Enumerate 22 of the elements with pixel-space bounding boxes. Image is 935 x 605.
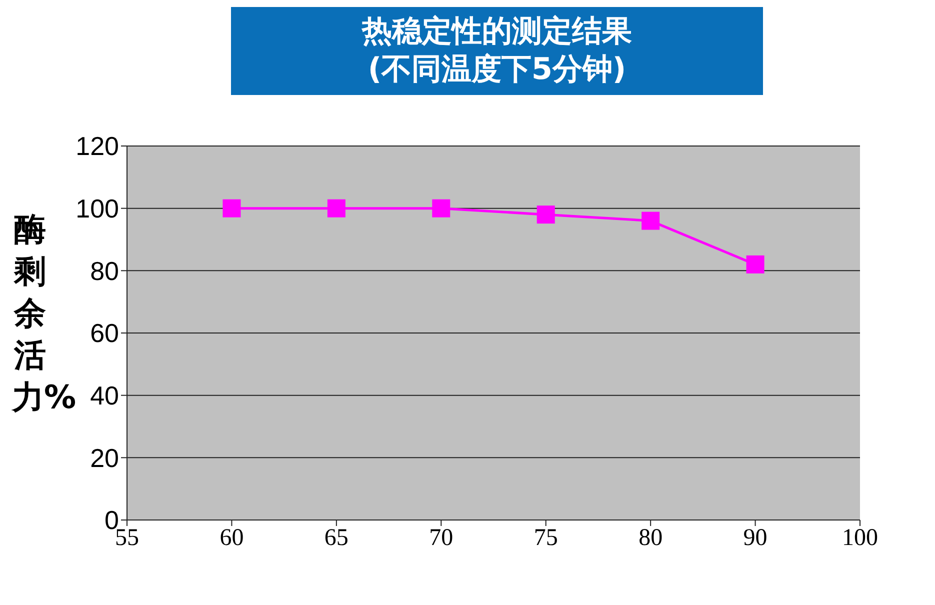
x-tick-label: 65 — [324, 525, 348, 552]
y-tick-label: 60 — [90, 318, 119, 348]
y-tick-label: 120 — [76, 131, 119, 162]
point — [222, 199, 241, 218]
y-tick-label: 80 — [90, 256, 119, 286]
chart-title: 热稳定性的测定结果 — [360, 13, 633, 51]
y-tick-label: 20 — [90, 442, 119, 473]
x-tick-label: 90 — [743, 525, 768, 552]
y-axis-title: 酶剩余活力% — [12, 209, 76, 418]
x-tick-label: 75 — [534, 525, 558, 552]
point — [642, 212, 660, 230]
point — [327, 199, 346, 218]
x-tick-label: 70 — [429, 525, 454, 552]
x-tick-label: 80 — [638, 525, 663, 552]
x-tick-label: 60 — [220, 525, 244, 552]
point — [536, 206, 555, 224]
point — [432, 199, 450, 218]
y-tick-label: 40 — [90, 380, 119, 411]
x-tick-label: 100 — [842, 525, 878, 552]
y-tick-label: 100 — [76, 194, 119, 224]
chart-subtitle: (不同温度下5分钟) — [366, 51, 628, 89]
point — [746, 255, 764, 274]
